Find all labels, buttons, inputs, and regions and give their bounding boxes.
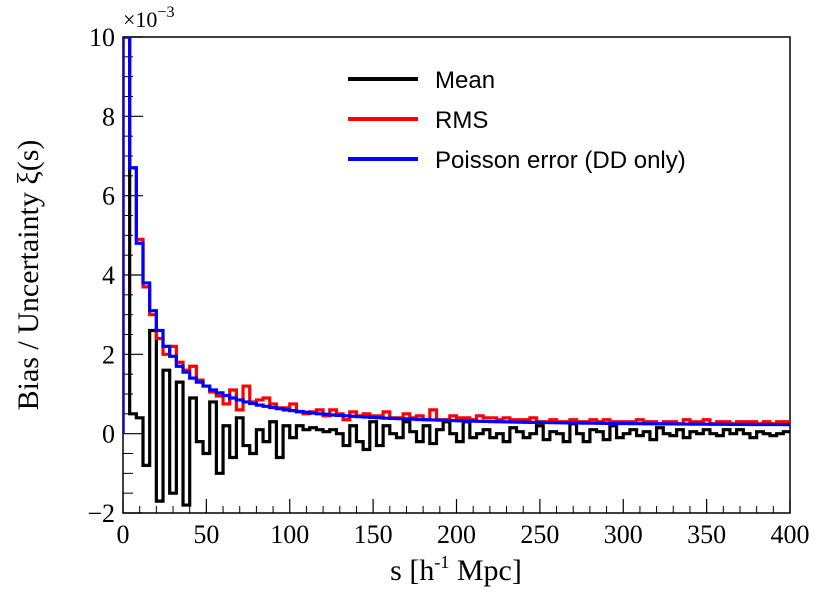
y-tick-label: 2 <box>102 340 115 369</box>
x-axis-title: s [h-1 Mpc] <box>390 552 522 587</box>
x-tick-label: 200 <box>437 520 476 549</box>
y-tick-label: 10 <box>89 23 115 52</box>
x-tick-label: 400 <box>771 520 810 549</box>
y-tick-label: 4 <box>102 261 115 290</box>
series-line-rms <box>123 37 790 434</box>
y-tick-label: 6 <box>102 182 115 211</box>
x-tick-label: 50 <box>193 520 219 549</box>
x-tick-label: 150 <box>354 520 393 549</box>
y-axis-title: Bias / Uncertainty ξ(s) <box>12 140 45 411</box>
y-tick-label: −2 <box>87 499 115 528</box>
legend-label: RMS <box>435 107 488 134</box>
legend-label: Mean <box>435 67 495 94</box>
series-line-mean <box>123 37 790 507</box>
y-tick-labels: −2 0 2 4 6 8 10 <box>87 23 115 528</box>
y-tick-label: 8 <box>102 102 115 131</box>
axis-ticks <box>122 36 791 514</box>
legend: Mean RMS Poisson error (DD only) <box>348 67 686 174</box>
series-line-poisson-error-dd-only <box>123 37 790 434</box>
x-tick-labels: 0 50 100 150 200 250 300 350 400 <box>117 520 810 549</box>
y-tick-label: 0 <box>102 420 115 449</box>
x-tick-label: 100 <box>270 520 309 549</box>
series-group <box>123 37 790 507</box>
legend-label: Poisson error (DD only) <box>435 147 686 174</box>
x-tick-label: 250 <box>520 520 559 549</box>
x-tick-label: 300 <box>604 520 643 549</box>
y-exponent-label: ×10−3 <box>123 4 174 32</box>
x-tick-label: 0 <box>117 520 130 549</box>
x-tick-label: 350 <box>687 520 726 549</box>
